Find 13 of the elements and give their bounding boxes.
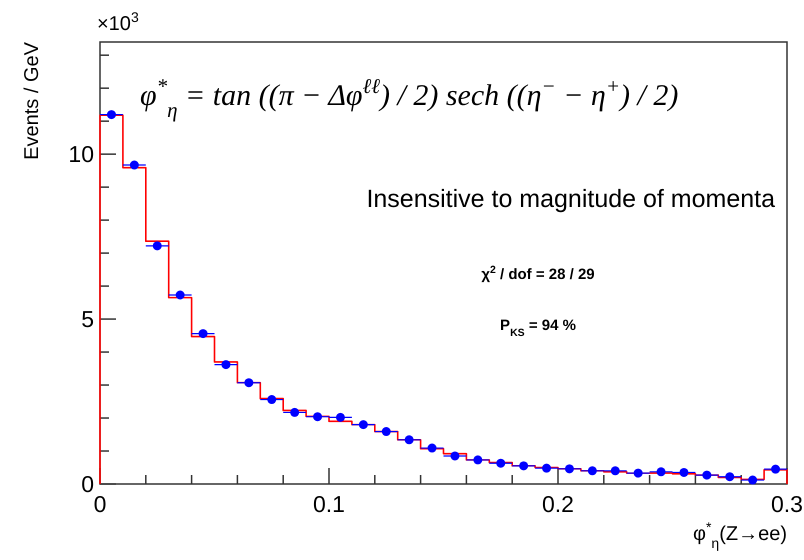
x-tick-label: 0.1 [313,491,345,517]
y-tick-label: 10 [68,141,94,168]
annotation: Insensitive to magnitude of momenta [366,185,776,213]
text: φ$^{*}$$_{η}$ = tan ((π − Δφ$^{ℓℓ}$) / 2) sech ((η$^{−}$ − η$^{+}$) / 2) [140,74,678,122]
annotation: P$_{KS}$ = 94 % [500,317,576,339]
y-tick-label: 5 [81,306,94,332]
text: ×10$^{3}$ [97,9,139,35]
annotation: χ$^{2}$ / dof = 28 / 29 [481,264,595,283]
y-axis-title: Events / GeV [21,41,43,160]
x-axis-title: φ$^{*}$$_{η}$(Z→ee) [692,519,787,551]
x-tick-label: 0.2 [542,491,574,517]
x-tick-label: 0.3 [771,491,803,517]
y-tick-label: 0 [81,471,94,497]
